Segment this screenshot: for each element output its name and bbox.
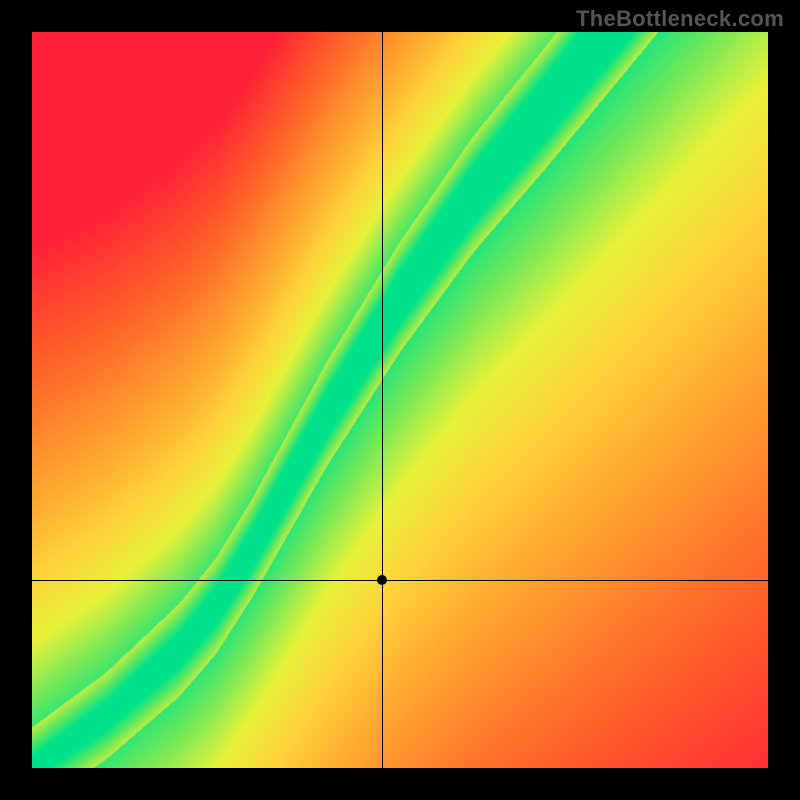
crosshair-marker-dot (377, 575, 387, 585)
heatmap-canvas (32, 32, 768, 768)
watermark-text: TheBottleneck.com (576, 6, 784, 32)
crosshair-vertical (382, 32, 383, 768)
bottleneck-heatmap (32, 32, 768, 768)
crosshair-horizontal (32, 580, 768, 581)
